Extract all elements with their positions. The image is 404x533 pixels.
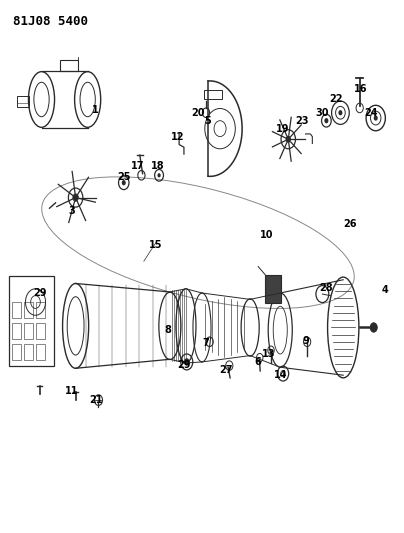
Text: 17: 17 — [131, 161, 145, 171]
Bar — [59, 60, 78, 71]
Text: 5: 5 — [205, 116, 211, 126]
Circle shape — [286, 135, 291, 143]
Text: 4: 4 — [381, 285, 388, 295]
Circle shape — [122, 180, 126, 185]
Text: 29: 29 — [177, 360, 191, 369]
Bar — [265, 275, 281, 303]
Text: 8: 8 — [164, 325, 171, 335]
Circle shape — [339, 110, 343, 115]
Text: 19: 19 — [276, 124, 289, 134]
Text: 27: 27 — [219, 365, 233, 375]
Bar — [24, 302, 33, 318]
Text: 24: 24 — [364, 108, 377, 118]
Text: 16: 16 — [354, 84, 367, 94]
Bar — [12, 323, 21, 339]
Bar — [24, 344, 33, 360]
Text: 28: 28 — [320, 282, 333, 293]
Circle shape — [374, 115, 378, 120]
Circle shape — [158, 173, 161, 177]
Text: 13: 13 — [261, 349, 275, 359]
Text: 21: 21 — [89, 395, 103, 405]
Text: 22: 22 — [330, 94, 343, 104]
Bar — [12, 344, 21, 360]
Text: 29: 29 — [33, 288, 46, 298]
Text: 23: 23 — [296, 116, 309, 126]
Text: 1: 1 — [92, 105, 99, 115]
Text: 7: 7 — [203, 338, 209, 349]
Bar — [24, 323, 33, 339]
Circle shape — [324, 118, 328, 123]
Bar — [36, 323, 45, 339]
Bar — [9, 276, 54, 366]
Text: 81J08 5400: 81J08 5400 — [13, 14, 88, 28]
Text: 10: 10 — [259, 230, 273, 240]
Bar — [36, 302, 45, 318]
Text: 20: 20 — [191, 108, 205, 118]
Text: 9: 9 — [303, 336, 310, 346]
Circle shape — [73, 194, 78, 201]
Text: 3: 3 — [68, 206, 75, 216]
Text: 14: 14 — [274, 370, 287, 380]
Bar — [204, 90, 222, 100]
Circle shape — [370, 322, 377, 332]
Bar — [12, 302, 21, 318]
Bar — [17, 96, 29, 108]
Text: 25: 25 — [117, 172, 130, 182]
Text: 18: 18 — [151, 161, 165, 171]
Text: 11: 11 — [65, 386, 78, 396]
Text: 30: 30 — [316, 108, 329, 118]
Text: 26: 26 — [344, 219, 357, 229]
Circle shape — [184, 358, 189, 366]
Text: 12: 12 — [171, 132, 185, 142]
Bar — [36, 344, 45, 360]
Text: 6: 6 — [255, 357, 261, 367]
Text: 15: 15 — [149, 240, 162, 251]
